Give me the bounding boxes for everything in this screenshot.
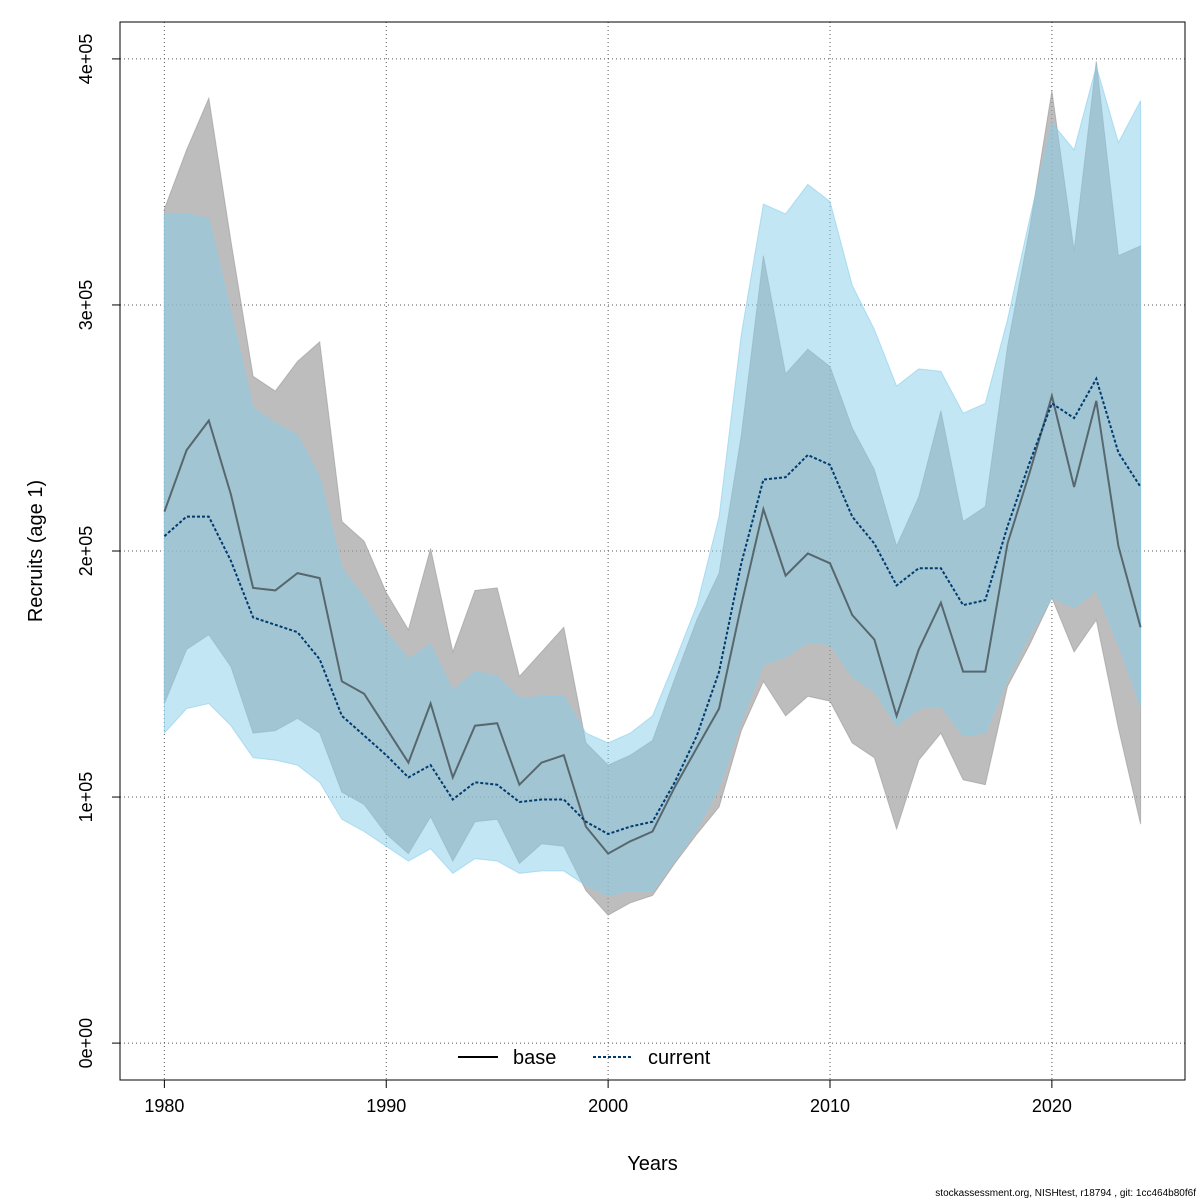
footer-credit: stockassessment.org, NISHtest, r18794 , … xyxy=(935,1188,1196,1199)
legend-label-current: current xyxy=(648,1047,711,1069)
line-current xyxy=(163,376,1142,836)
y-tick-label: 4e+05 xyxy=(76,34,96,85)
line-base xyxy=(163,392,1142,855)
y-axis-title: Recruits (age 1) xyxy=(25,480,47,622)
y-tick-label: 1e+05 xyxy=(76,772,96,823)
x-axis-title: Years xyxy=(627,1153,677,1175)
y-tick-label: 0e+00 xyxy=(76,1018,96,1069)
band-current xyxy=(163,64,1142,897)
y-tick-label: 3e+05 xyxy=(76,280,96,331)
y-tick-label: 2e+05 xyxy=(76,526,96,577)
x-tick-label: 1990 xyxy=(366,1096,406,1116)
x-tick-label: 1980 xyxy=(144,1096,184,1116)
y-axis: 0e+00 1e+05 2e+05 3e+05 4e+05 xyxy=(76,34,121,1069)
confidence-bands xyxy=(163,61,1142,916)
legend-label-base: base xyxy=(513,1047,556,1069)
legend: base current xyxy=(458,1047,711,1069)
x-tick-label: 2020 xyxy=(1032,1096,1072,1116)
x-tick-label: 2000 xyxy=(588,1096,628,1116)
x-axis: 1980 1990 2000 2010 2020 xyxy=(144,1079,1072,1116)
series-lines xyxy=(163,376,1142,855)
x-tick-label: 2010 xyxy=(810,1096,850,1116)
